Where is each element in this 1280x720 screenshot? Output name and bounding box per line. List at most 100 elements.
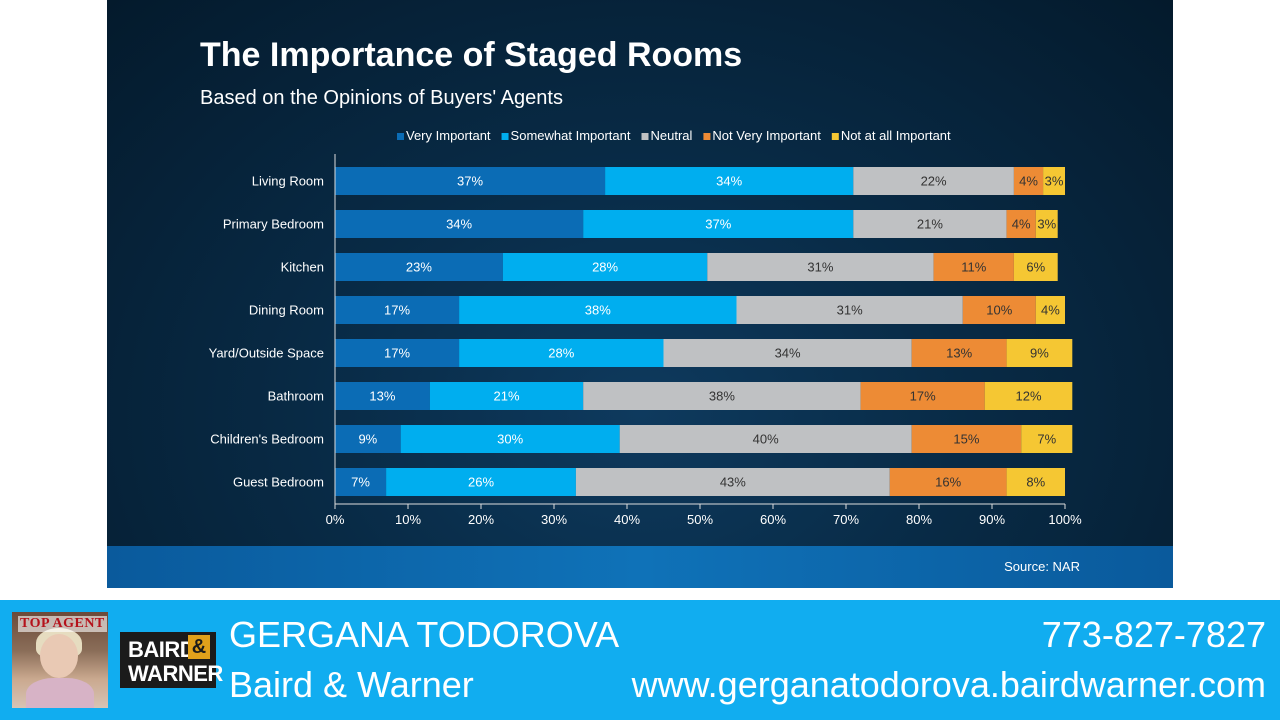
- bar-segment: [707, 253, 934, 281]
- bar-segment: [860, 382, 985, 410]
- data-label: 3%: [1045, 174, 1064, 189]
- category-label-1: Primary Bedroom: [223, 217, 324, 232]
- slide-footer-band: [107, 546, 1173, 588]
- category-label-5: Bathroom: [268, 389, 324, 404]
- data-label: 31%: [837, 303, 863, 318]
- bar-segment: [933, 253, 1014, 281]
- bar-segment: [335, 339, 460, 367]
- data-label: 26%: [468, 475, 494, 490]
- data-label: 34%: [775, 346, 801, 361]
- category-label-6: Children's Bedroom: [210, 432, 324, 447]
- x-tick-label: 100%: [1048, 512, 1082, 527]
- bar-segment: [583, 382, 861, 410]
- data-label: 17%: [910, 389, 936, 404]
- baird-warner-logo: BAIRD & WARNER: [120, 632, 223, 688]
- bar-segment: [429, 382, 584, 410]
- bar-segment: [1043, 167, 1065, 195]
- data-label: 3%: [1037, 217, 1056, 232]
- data-label: 43%: [720, 475, 746, 490]
- x-tick-label: 10%: [395, 512, 421, 527]
- bar-segment: [335, 425, 401, 453]
- data-label: 13%: [946, 346, 972, 361]
- data-label: 4%: [1012, 217, 1031, 232]
- chart-title: The Importance of Staged Rooms: [200, 36, 743, 74]
- magazine-logo: TOP AGENT: [18, 616, 107, 632]
- bar-segment: [1006, 210, 1036, 238]
- category-label-0: Living Room: [252, 174, 324, 189]
- bar-segment: [853, 210, 1007, 238]
- legend-label-3: Not Very Important: [712, 128, 821, 143]
- data-label: 38%: [585, 303, 611, 318]
- data-label: 31%: [807, 260, 833, 275]
- legend-swatch-0: [397, 133, 404, 140]
- bar-segment: [736, 296, 963, 324]
- data-label: 21%: [494, 389, 520, 404]
- agent-phone[interactable]: 773-827-7827: [1041, 614, 1266, 655]
- data-label: 10%: [986, 303, 1012, 318]
- bar-segment: [1006, 468, 1065, 496]
- data-label: 15%: [953, 432, 979, 447]
- data-label: 7%: [1037, 432, 1056, 447]
- x-tick-label: 0%: [326, 512, 345, 527]
- legend-label-0: Very Important: [406, 128, 491, 143]
- x-tick-label: 20%: [468, 512, 494, 527]
- bar-segment: [663, 339, 912, 367]
- bar-segment: [575, 468, 890, 496]
- chart-slide: The Importance of Staged Rooms Based on …: [107, 0, 1173, 588]
- bar-segment: [889, 468, 1007, 496]
- bar-segment: [583, 210, 854, 238]
- data-label: 28%: [548, 346, 574, 361]
- x-tick-label: 40%: [614, 512, 640, 527]
- data-label: 8%: [1026, 475, 1045, 490]
- data-label: 17%: [384, 303, 410, 318]
- x-tick-label: 60%: [760, 512, 786, 527]
- agent-photo: TOP AGENT: [12, 612, 108, 708]
- data-label: 37%: [705, 217, 731, 232]
- category-label-2: Kitchen: [281, 260, 324, 275]
- bar-segment: [1006, 339, 1073, 367]
- data-label: 13%: [369, 389, 395, 404]
- bar-segment: [1021, 425, 1073, 453]
- agent-website-link[interactable]: www.gerganatodorova.bairdwarner.com: [631, 664, 1266, 705]
- bar-segment: [619, 425, 912, 453]
- x-tick-label: 30%: [541, 512, 567, 527]
- stacked-bar-chart: Very Important Somewhat Important Neutral N…: [209, 128, 1082, 527]
- bar-segment: [335, 296, 460, 324]
- data-label: 22%: [921, 174, 947, 189]
- bar-segment: [1035, 296, 1065, 324]
- x-tick-label: 90%: [979, 512, 1005, 527]
- agent-footer: TOP AGENT BAIRD & WARNER GERGANA TODOROV…: [0, 600, 1280, 720]
- bar-segment: [459, 296, 737, 324]
- data-label: 34%: [716, 174, 742, 189]
- x-tick-label: 70%: [833, 512, 859, 527]
- legend-label-4: Not at all Important: [841, 128, 951, 143]
- data-label: 6%: [1026, 260, 1045, 275]
- data-label: 17%: [384, 346, 410, 361]
- bar-segment: [502, 253, 708, 281]
- source-note: Source: NAR: [1004, 559, 1080, 574]
- bar-segment: [962, 296, 1036, 324]
- bar-segment: [853, 167, 1014, 195]
- bar-segment: [911, 425, 1022, 453]
- chart-subtitle: Based on the Opinions of Buyers' Agents: [200, 87, 563, 109]
- legend-label-1: Somewhat Important: [511, 128, 631, 143]
- data-label: 23%: [406, 260, 432, 275]
- data-label: 30%: [497, 432, 523, 447]
- data-label: 38%: [709, 389, 735, 404]
- data-label: 12%: [1015, 389, 1041, 404]
- bar-segment: [605, 167, 854, 195]
- data-label: 9%: [358, 432, 377, 447]
- bar-segment: [1013, 253, 1058, 281]
- legend-swatch-1: [501, 133, 509, 140]
- agent-name: GERGANA TODOROVA: [229, 614, 620, 655]
- bar-segment: [1035, 210, 1058, 238]
- data-label: 34%: [446, 217, 472, 232]
- data-label: 11%: [961, 260, 986, 275]
- x-tick-label: 50%: [687, 512, 713, 527]
- bar-segment: [335, 210, 584, 238]
- legend-label-2: Neutral: [651, 128, 693, 143]
- bar-segment: [335, 253, 503, 281]
- bar-segment: [459, 339, 664, 367]
- bar-segment: [335, 382, 430, 410]
- bar-segment: [984, 382, 1073, 410]
